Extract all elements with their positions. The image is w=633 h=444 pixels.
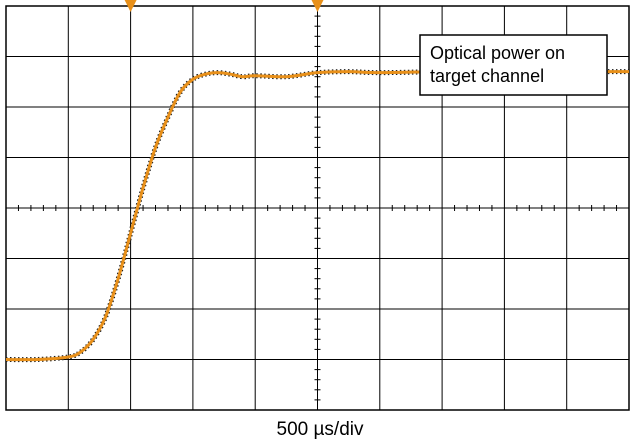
trigger-marker: [124, 0, 137, 12]
center-axis-ticks: [17, 15, 618, 401]
x-axis-label: 500 µs/div: [277, 419, 364, 440]
legend-box: [419, 34, 608, 96]
grid: [5, 5, 630, 411]
trace: [5, 69, 629, 363]
trigger-marker: [311, 0, 324, 12]
legend-line-1: Optical power on: [430, 43, 565, 63]
trigger-markers: [124, 0, 324, 12]
trace-line: [5, 70, 629, 362]
legend-line-2: target channel: [430, 66, 544, 86]
